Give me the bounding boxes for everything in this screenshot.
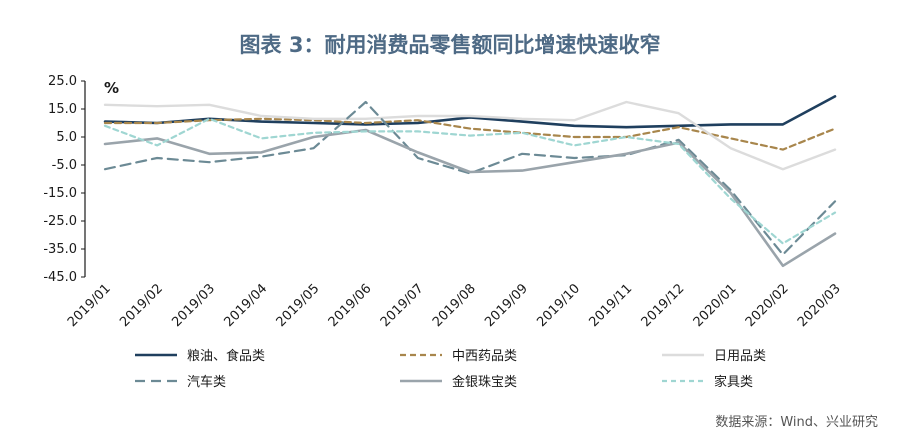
x-tick-label: 2019/04 (221, 281, 270, 330)
plot-area: 25.0 15.0 5.0 -5.0 -15.0 -25.0 -35.0 -45.0% 2019… (43, 74, 843, 330)
legend-label-2: 中西药品类 (452, 349, 517, 364)
legend-label-5: 金银珠宝类 (452, 374, 517, 390)
y-tick-label: -5.0 (52, 158, 77, 173)
legend-label-4: 汽车类 (187, 374, 226, 390)
x-tick-label: 2019/11 (586, 281, 635, 330)
series-line-4 (103, 100, 837, 256)
y-tick-label: 5.0 (56, 130, 77, 145)
x-tick-label: 2019/01 (65, 281, 114, 330)
x-tick-label: 2019/12 (639, 281, 688, 330)
legend-label-3: 日用品类 (714, 349, 766, 364)
x-tick-label: 2020/02 (743, 281, 792, 330)
series-line-6 (103, 117, 837, 245)
x-tick-label: 2020/01 (691, 281, 740, 330)
x-tick-label: 2019/03 (169, 281, 218, 330)
chart-title: 图表 3：耐用消费品零售额同比增速快速收窄 (240, 33, 661, 57)
legend-label-1: 粮油、食品类 (187, 348, 265, 364)
y-tick-label: -45.0 (43, 270, 77, 285)
series-line-1 (103, 95, 837, 129)
x-tick-label: 2019/07 (378, 281, 427, 330)
y-unit-label: % (104, 79, 119, 97)
series-line-2 (103, 117, 837, 151)
x-tick-label: 2019/09 (482, 281, 531, 330)
x-tick-label: 2019/06 (326, 281, 375, 330)
y-tick-label: 15.0 (48, 102, 77, 117)
series-line-5 (103, 128, 837, 268)
series-line-3 (103, 100, 837, 171)
y-tick-label: 25.0 (48, 74, 77, 89)
data-source: 数据来源：Wind、兴业研究 (715, 415, 878, 430)
y-tick-label: -25.0 (43, 214, 77, 229)
x-tick-label: 2019/10 (534, 281, 583, 330)
legend-label-6: 家具类 (714, 374, 753, 390)
y-tick-label: -35.0 (43, 242, 77, 257)
y-tick-label: -15.0 (43, 186, 77, 201)
x-tick-label: 2020/03 (795, 281, 844, 330)
x-tick-label: 2019/08 (430, 281, 479, 330)
x-tick-label: 2019/05 (274, 281, 323, 330)
x-tick-label: 2019/02 (117, 281, 166, 330)
